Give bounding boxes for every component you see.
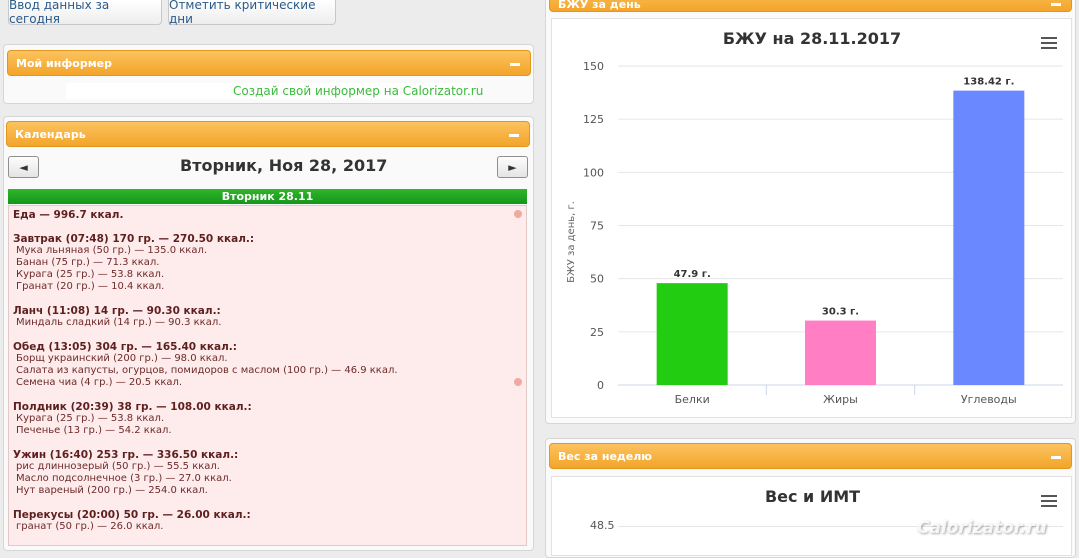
informer-header[interactable]: Мой информер	[7, 50, 531, 76]
weight-header[interactable]: Вес за неделю	[549, 443, 1072, 469]
y-tick-label: 150	[583, 60, 604, 73]
arrow-left-icon: ◄	[19, 160, 28, 174]
list-item: Салата из капусты, огурцов, помидоров с …	[16, 365, 398, 376]
marker-icon	[514, 378, 522, 386]
informer-link[interactable]: Создай свой информер на Calorizator.ru	[233, 84, 484, 98]
list-item: Курага (25 гр.) — 53.8 ккал.	[16, 413, 165, 424]
menu-icon[interactable]	[1041, 495, 1057, 507]
weight-chart: Вес и ИМТ 48.5	[551, 476, 1072, 556]
meal-header: Обед (13:05) 304 гр. — 165.40 ккал.:	[13, 341, 237, 353]
x-tick-label: Углеводы	[961, 393, 1017, 406]
x-tick-label: Жиры	[823, 393, 858, 406]
arrow-right-icon: ►	[508, 160, 517, 174]
minimize-icon[interactable]	[510, 63, 520, 66]
next-day-button[interactable]: ►	[497, 156, 528, 178]
y-axis-label: БЖУ за день, г.	[566, 201, 577, 283]
bar	[805, 320, 876, 385]
list-item: Нут вареный (200 гр.) — 254.0 ккал.	[16, 485, 208, 496]
weight-chart-title: Вес и ИМТ	[764, 487, 861, 506]
bju-title: БЖУ за день	[558, 0, 641, 11]
weight-title: Вес за неделю	[558, 449, 652, 463]
list-item: Борщ украинский (200 гр.) — 98.0 ккал.	[16, 353, 228, 364]
list-item: Банан (75 гр.) — 71.3 ккал.	[16, 257, 160, 268]
data-label: 47.9 г.	[674, 269, 711, 280]
list-item: Семена чиа (4 гр.) — 20.5 ккал.	[16, 377, 183, 388]
list-item: Курага (25 гр.) — 53.8 ккал.	[16, 269, 165, 280]
chart-title: БЖУ на 28.11.2017	[723, 29, 901, 48]
list-item: Печенье (13 гр.) — 54.2 ккал.	[16, 425, 172, 436]
grid-line	[618, 526, 1063, 527]
list-item: Миндаль сладкий (14 гр.) — 90.3 ккал.	[16, 317, 222, 328]
bar	[953, 90, 1025, 385]
y-tick-label: 100	[583, 166, 604, 179]
y-tick-label: 25	[590, 326, 604, 339]
y-tick-label: 125	[583, 113, 604, 126]
bar	[656, 283, 728, 385]
bju-chart-svg: БЖУ на 28.11.2017 БЖУ за день, г. 0 25 50 7…	[566, 29, 1063, 406]
bju-chart: БЖУ на 28.11.2017 БЖУ за день, г. 0 25 50 7…	[551, 18, 1072, 418]
food-total: Еда — 996.7 ккал.	[13, 209, 124, 221]
list-item: Мука льняная (50 гр.) — 135.0 ккал.	[16, 245, 208, 256]
meal-header: Ужин (16:40) 253 гр. — 336.50 ккал.:	[13, 449, 239, 461]
calendar-title: Календарь	[15, 127, 86, 141]
prev-day-button[interactable]: ◄	[8, 156, 39, 178]
enter-today-button[interactable]: Ввод данных за сегодня	[8, 0, 162, 26]
informer-title: Мой информер	[16, 56, 113, 70]
menu-icon[interactable]	[1041, 37, 1057, 49]
y-tick-label: 50	[590, 273, 604, 286]
day-food-list: Еда — 996.7 ккал. Завтрак (07:48) 170 гр…	[8, 205, 527, 546]
list-item: Масло подсолнечное (3 гр.) — 27.0 ккал.	[16, 473, 232, 484]
data-label: 30.3 г.	[822, 307, 859, 318]
y-tick-label: 75	[590, 220, 604, 233]
calendar-header[interactable]: Календарь	[6, 121, 530, 147]
meal-header: Перекусы (20:00) 50 гр. — 26.00 ккал.:	[13, 509, 251, 521]
minimize-icon[interactable]	[509, 134, 519, 137]
watermark-logo: Calorizator.ru	[917, 518, 1047, 538]
calendar-date-title: Вторник, Ноя 28, 2017	[180, 156, 388, 175]
x-tick-label: Белки	[675, 393, 710, 406]
day-bar[interactable]: Вторник 28.11	[8, 189, 527, 204]
meal-header: Полдник (20:39) 38 гр. — 108.00 ккал.:	[13, 401, 252, 413]
list-item: Гранат (20 гр.) — 10.4 ккал.	[16, 281, 165, 292]
bju-header[interactable]: БЖУ за день	[549, 0, 1072, 12]
y-tick-label: 0	[597, 379, 604, 392]
list-item: гранат (50 гр.) — 26.0 ккал.	[16, 521, 164, 532]
informer-panel: Мой информер Создай свой информер на Cal…	[3, 44, 534, 104]
meal-header: Завтрак (07:48) 170 гр. — 270.50 ккал.:	[13, 233, 255, 245]
minimize-icon[interactable]	[1051, 456, 1061, 459]
minimize-icon[interactable]	[1051, 3, 1061, 6]
y-tick-label: 48.5	[590, 519, 615, 532]
marker-icon	[514, 210, 522, 218]
meal-header: Ланч (11:08) 14 гр. — 90.30 ккал.:	[13, 305, 221, 317]
data-label: 138.42 г.	[963, 77, 1014, 88]
list-item: рис длиннозерый (50 гр.) — 55.5 ккал.	[16, 461, 220, 472]
mark-critical-days-button[interactable]: Отметить критические дни	[168, 0, 336, 26]
